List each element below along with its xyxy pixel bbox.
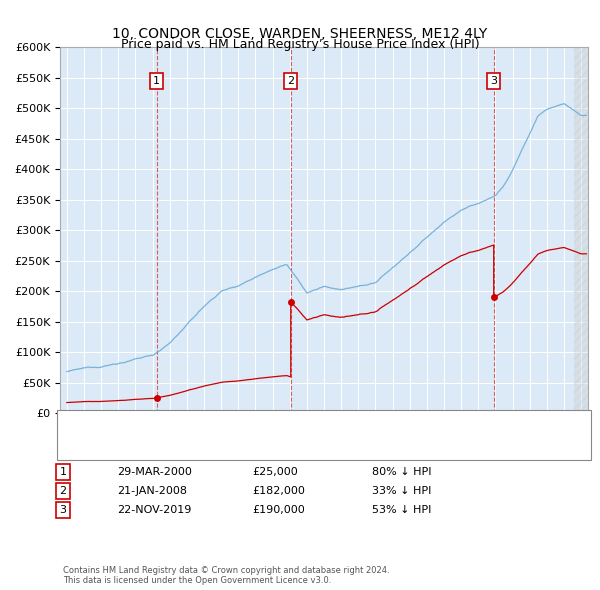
Text: 33% ↓ HPI: 33% ↓ HPI xyxy=(372,486,431,496)
Text: 3: 3 xyxy=(490,76,497,86)
Text: 3: 3 xyxy=(59,505,67,514)
Text: 53% ↓ HPI: 53% ↓ HPI xyxy=(372,505,431,514)
Text: 10, CONDOR CLOSE, WARDEN, SHEERNESS, ME12 4LY: 10, CONDOR CLOSE, WARDEN, SHEERNESS, ME1… xyxy=(112,27,488,41)
Text: £182,000: £182,000 xyxy=(252,486,305,496)
Text: 1: 1 xyxy=(59,467,67,477)
Text: £25,000: £25,000 xyxy=(252,467,298,477)
Text: Contains HM Land Registry data © Crown copyright and database right 2024.
This d: Contains HM Land Registry data © Crown c… xyxy=(63,566,389,585)
Text: 29-MAR-2000: 29-MAR-2000 xyxy=(117,467,192,477)
Text: 2: 2 xyxy=(59,486,67,496)
Text: 10, CONDOR CLOSE, WARDEN, SHEERNESS, ME12 4LY (detached house): 10, CONDOR CLOSE, WARDEN, SHEERNESS, ME1… xyxy=(114,421,490,430)
Text: Price paid vs. HM Land Registry’s House Price Index (HPI): Price paid vs. HM Land Registry’s House … xyxy=(121,38,479,51)
Text: 80% ↓ HPI: 80% ↓ HPI xyxy=(372,467,431,477)
Text: 2: 2 xyxy=(287,76,295,86)
Text: 1: 1 xyxy=(153,76,160,86)
Text: 22-NOV-2019: 22-NOV-2019 xyxy=(117,505,191,514)
Bar xyxy=(574,47,588,413)
Text: £190,000: £190,000 xyxy=(252,505,305,514)
Text: 21-JAN-2008: 21-JAN-2008 xyxy=(117,486,187,496)
Text: HPI: Average price, detached house, Swale: HPI: Average price, detached house, Swal… xyxy=(114,440,338,450)
